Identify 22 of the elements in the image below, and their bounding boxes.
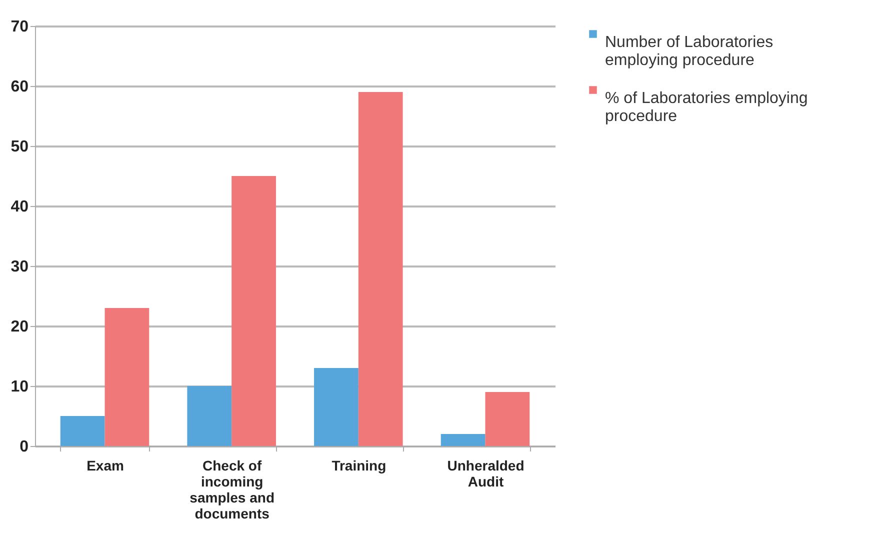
legend-label: % of Laboratories employing procedure: [605, 90, 808, 125]
y-tick-label: 20: [10, 318, 29, 336]
y-tick-label: 40: [10, 198, 29, 216]
bar: [358, 92, 403, 446]
bar: [440, 434, 486, 446]
y-tick-label: 30: [10, 258, 29, 276]
y-tick-label: 70: [10, 18, 29, 36]
bar: [60, 416, 105, 446]
bar: [104, 308, 150, 446]
y-tick-label: 10: [10, 378, 29, 396]
y-tick-label: 0: [20, 438, 29, 456]
bar: [187, 386, 232, 446]
y-tick-label: 50: [10, 138, 29, 156]
legend-label: Number of Laboratories employing procedure: [605, 34, 774, 69]
bar: [485, 392, 530, 446]
bar: [314, 368, 358, 446]
x-tick-label: Training: [332, 458, 386, 474]
bar: [232, 176, 276, 446]
x-tick-label: Check of incoming samples and documents: [190, 458, 274, 522]
x-tick-label: Exam: [86, 458, 124, 474]
y-tick-label: 60: [10, 78, 29, 96]
x-tick-label: Unheralded Audit: [447, 458, 524, 490]
